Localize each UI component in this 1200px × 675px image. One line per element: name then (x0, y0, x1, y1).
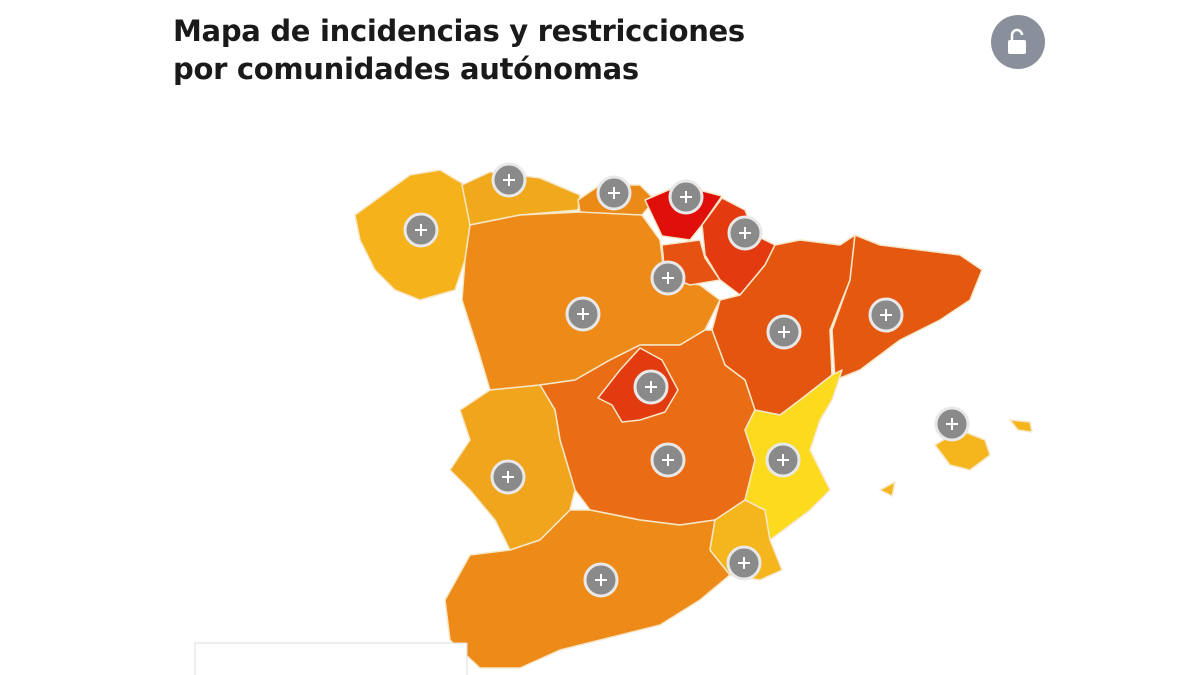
region-button[interactable] (934, 406, 970, 442)
region-button[interactable] (633, 369, 669, 405)
region-cataluna (831, 234, 983, 381)
region-button[interactable] (490, 459, 526, 495)
pin-plus (680, 191, 692, 203)
title: Mapa de incidencias y restricciones por … (173, 12, 745, 88)
region-button[interactable] (596, 175, 632, 211)
pin-plus (738, 557, 750, 569)
pin-plus (662, 272, 674, 284)
pin-plus (645, 381, 657, 393)
region-button[interactable] (868, 297, 904, 333)
pin-plus (608, 187, 620, 199)
region-button[interactable] (766, 314, 802, 350)
title-line: Mapa de incidencias y restricciones (173, 14, 745, 48)
pin-plus (662, 454, 674, 466)
region-baleares (1009, 419, 1033, 433)
pin-plus (778, 326, 790, 338)
region-button[interactable] (727, 215, 763, 251)
lock-icon (1008, 40, 1026, 54)
region-button[interactable] (668, 179, 704, 215)
pin-plus (777, 454, 789, 466)
lock-button[interactable] (991, 15, 1045, 69)
region-button[interactable] (650, 442, 686, 478)
legend-box (194, 642, 468, 675)
title-line: por comunidades autónomas (173, 52, 639, 86)
region-baleares (879, 481, 896, 497)
pin-plus (503, 174, 515, 186)
region-button[interactable] (726, 545, 762, 581)
region-button[interactable] (403, 212, 439, 248)
pin-plus (502, 471, 514, 483)
pin-plus (577, 308, 589, 320)
region-button[interactable] (583, 562, 619, 598)
pin-plus (880, 309, 892, 321)
region-button[interactable] (565, 296, 601, 332)
pin-plus (739, 227, 751, 239)
pin-plus (415, 224, 427, 236)
region-button[interactable] (765, 442, 801, 478)
region-button[interactable] (650, 260, 686, 296)
pin-plus (595, 574, 607, 586)
pins (403, 162, 970, 598)
region-button[interactable] (491, 162, 527, 198)
regions (354, 169, 1033, 673)
lock-shackle (1010, 28, 1024, 40)
pin-plus (946, 418, 958, 430)
